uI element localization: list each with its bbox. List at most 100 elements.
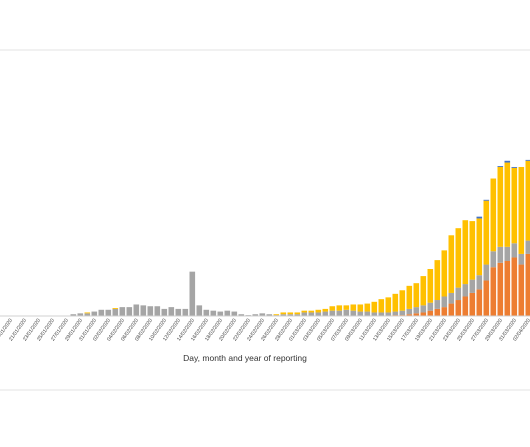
bar-segment bbox=[526, 254, 530, 316]
bar-segment bbox=[379, 312, 385, 316]
bar-segment bbox=[456, 288, 462, 300]
bar-segment bbox=[323, 309, 329, 312]
bar-segment bbox=[512, 243, 518, 257]
bar-segment bbox=[288, 312, 294, 314]
x-tick-labels: 17/01/202019/01/202021/01/202023/01/2020… bbox=[0, 318, 530, 343]
bar-segment bbox=[456, 300, 462, 316]
bar-segment bbox=[477, 218, 483, 275]
bar-segment bbox=[428, 303, 434, 311]
bar-segment bbox=[148, 306, 154, 316]
bar-segment bbox=[484, 265, 490, 281]
bar-segment bbox=[505, 163, 511, 247]
bar-segment bbox=[351, 304, 357, 310]
bar-segment bbox=[449, 293, 455, 304]
bar-segment bbox=[358, 312, 364, 316]
bar-segment bbox=[106, 310, 112, 316]
bar-segment bbox=[386, 297, 392, 312]
bar-segment bbox=[400, 290, 406, 310]
bar-segment bbox=[232, 312, 238, 316]
bar-segment bbox=[337, 305, 343, 310]
bar-segment bbox=[484, 200, 490, 201]
bar-segment bbox=[470, 280, 476, 293]
bar-segment bbox=[463, 296, 469, 316]
bar-segment bbox=[505, 161, 511, 163]
bar-segment bbox=[309, 311, 315, 313]
bar-segment bbox=[470, 221, 476, 280]
bar-segment bbox=[512, 168, 518, 243]
bar-segment bbox=[519, 254, 525, 265]
bar-segment bbox=[512, 167, 518, 168]
bar-segment bbox=[183, 309, 189, 316]
bar-segment bbox=[281, 312, 287, 314]
bar-segment bbox=[491, 179, 497, 252]
bar-segment bbox=[169, 307, 175, 316]
bar-segment bbox=[337, 311, 343, 316]
bar-segment bbox=[449, 235, 455, 293]
bar-segment bbox=[484, 281, 490, 316]
bar-segment bbox=[477, 217, 483, 219]
bar-segment bbox=[225, 311, 231, 316]
bar-segment bbox=[491, 267, 497, 316]
x-axis-title: Day, month and year of reporting bbox=[183, 353, 307, 363]
bar-segment bbox=[309, 312, 315, 316]
bar-segment bbox=[141, 305, 147, 316]
bar-segment bbox=[498, 166, 504, 167]
bar-segment bbox=[358, 304, 364, 311]
bar-segment bbox=[526, 161, 530, 241]
bar-segment bbox=[302, 312, 308, 316]
bar-segment bbox=[113, 309, 119, 316]
bar-segment bbox=[512, 257, 518, 316]
bar-segment bbox=[316, 312, 322, 316]
bar-segment bbox=[477, 275, 483, 289]
bar-segment bbox=[428, 269, 434, 303]
bar-segment bbox=[92, 312, 98, 316]
bar-segment bbox=[484, 201, 490, 265]
bar-segment bbox=[400, 311, 406, 315]
bar-segment bbox=[295, 312, 301, 314]
bar-segment bbox=[442, 250, 448, 296]
bar-segment bbox=[351, 311, 357, 316]
bar-segment bbox=[211, 311, 217, 316]
bar-segment bbox=[302, 311, 308, 313]
bar-segment bbox=[463, 284, 469, 296]
bar-segment bbox=[421, 305, 427, 312]
bar-segment bbox=[162, 309, 168, 316]
bar-segment bbox=[435, 309, 441, 316]
bar-segment bbox=[197, 305, 203, 316]
bar-segment bbox=[491, 251, 497, 267]
bar-segment bbox=[113, 308, 119, 309]
bar-segment bbox=[421, 276, 427, 305]
bar-segment bbox=[330, 306, 336, 310]
bar-segment bbox=[526, 160, 530, 161]
bar-segment bbox=[365, 304, 371, 312]
bar-segment bbox=[414, 307, 420, 313]
bar-segment bbox=[134, 304, 140, 316]
bar-segment bbox=[120, 307, 126, 316]
bar-segment bbox=[442, 307, 448, 316]
bar-segment bbox=[393, 294, 399, 312]
bar-segment bbox=[99, 310, 105, 316]
bar-segment bbox=[274, 314, 280, 315]
bar-segment bbox=[435, 300, 441, 309]
bar-segment bbox=[85, 312, 91, 313]
bar-segment bbox=[519, 265, 525, 316]
bar-segment bbox=[477, 289, 483, 316]
bar-segment bbox=[176, 309, 182, 316]
bar-segment bbox=[330, 311, 336, 316]
bar-segment bbox=[365, 312, 371, 316]
bar-segment bbox=[323, 312, 329, 316]
bar-segment bbox=[498, 167, 504, 247]
bar-segment bbox=[372, 312, 378, 316]
bar-segment bbox=[386, 312, 392, 316]
bar-segment bbox=[435, 260, 441, 300]
bar-segment bbox=[505, 261, 511, 316]
bar-segment bbox=[127, 307, 133, 316]
bar-segment bbox=[456, 228, 462, 287]
bar-segment bbox=[155, 306, 161, 316]
bar-segment bbox=[428, 311, 434, 316]
bar-segment bbox=[218, 312, 224, 316]
bar-segment bbox=[463, 220, 469, 284]
bar-segment bbox=[414, 283, 420, 307]
bar-segment bbox=[449, 304, 455, 316]
